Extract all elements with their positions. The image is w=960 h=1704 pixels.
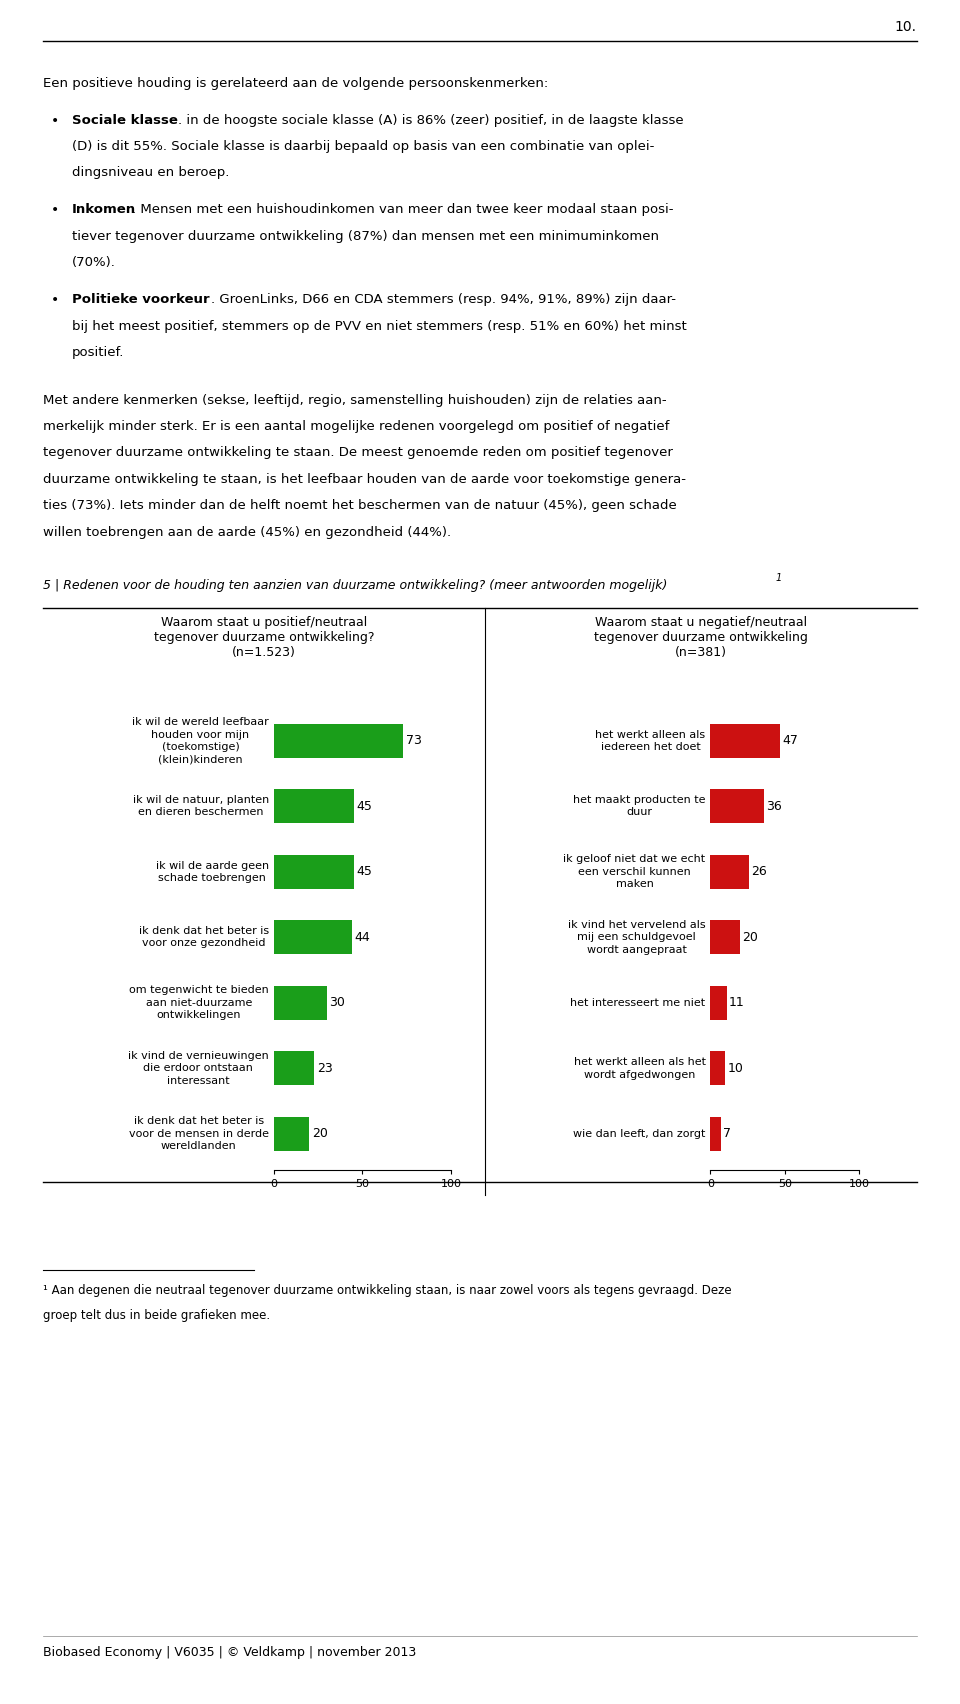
Text: •: • bbox=[51, 203, 60, 218]
Text: 23: 23 bbox=[317, 1062, 333, 1075]
Text: •: • bbox=[51, 114, 60, 128]
Text: Waarom staat u positief/neutraal
tegenover duurzame ontwikkeling?
(n=1.523): Waarom staat u positief/neutraal tegenov… bbox=[154, 617, 374, 659]
Text: 10.: 10. bbox=[895, 20, 917, 34]
Text: 26: 26 bbox=[752, 866, 767, 878]
Text: Een positieve houding is gerelateerd aan de volgende persoonskenmerken:: Een positieve houding is gerelateerd aan… bbox=[43, 77, 548, 90]
Bar bbox=[710, 987, 727, 1019]
Text: 1: 1 bbox=[776, 573, 782, 583]
Bar bbox=[274, 1116, 309, 1150]
Text: Inkomen: Inkomen bbox=[72, 203, 136, 216]
Text: 11: 11 bbox=[729, 997, 745, 1009]
Text: 44: 44 bbox=[354, 930, 371, 944]
Bar bbox=[274, 855, 353, 889]
Text: . Mensen met een huishoudinkomen van meer dan twee keer modaal staan posi-: . Mensen met een huishoudinkomen van mee… bbox=[132, 203, 674, 216]
Text: het werkt alleen als
iedereen het doet: het werkt alleen als iedereen het doet bbox=[595, 729, 706, 751]
Text: ties (73%). Iets minder dan de helft noemt het beschermen van de natuur (45%), g: ties (73%). Iets minder dan de helft noe… bbox=[43, 499, 677, 513]
Text: Politieke voorkeur: Politieke voorkeur bbox=[72, 293, 209, 307]
Text: ik vind het vervelend als
mij een schuldgevoel
wordt aangepraat: ik vind het vervelend als mij een schuld… bbox=[568, 920, 706, 954]
Text: duurzame ontwikkeling te staan, is het leefbaar houden van de aarde voor toekoms: duurzame ontwikkeling te staan, is het l… bbox=[43, 472, 686, 486]
Text: het interesseert me niet: het interesseert me niet bbox=[570, 999, 706, 1007]
Text: 45: 45 bbox=[356, 799, 372, 813]
Text: om tegenwicht te bieden
aan niet-duurzame
ontwikkelingen: om tegenwicht te bieden aan niet-duurzam… bbox=[129, 985, 269, 1021]
Text: 5 | Redenen voor de houding ten aanzien van duurzame ontwikkeling? (meer antwoor: 5 | Redenen voor de houding ten aanzien … bbox=[43, 578, 667, 591]
Bar bbox=[274, 920, 351, 954]
Text: Met andere kenmerken (sekse, leeftijd, regio, samenstelling huishouden) zijn de : Met andere kenmerken (sekse, leeftijd, r… bbox=[43, 394, 667, 407]
Text: bij het meest positief, stemmers op de PVV en niet stemmers (resp. 51% en 60%) h: bij het meest positief, stemmers op de P… bbox=[72, 320, 686, 332]
Text: 45: 45 bbox=[356, 866, 372, 878]
Text: . in de hoogste sociale klasse (A) is 86% (zeer) positief, in de laagste klasse: . in de hoogste sociale klasse (A) is 86… bbox=[178, 114, 684, 126]
Text: merkelijk minder sterk. Er is een aantal mogelijke redenen voorgelegd om positie: merkelijk minder sterk. Er is een aantal… bbox=[43, 419, 669, 433]
Text: willen toebrengen aan de aarde (45%) en gezondheid (44%).: willen toebrengen aan de aarde (45%) en … bbox=[43, 525, 451, 538]
Text: 7: 7 bbox=[723, 1128, 732, 1140]
Text: Sociale klasse: Sociale klasse bbox=[72, 114, 178, 126]
Text: Biobased Economy | V6035 | © Veldkamp | november 2013: Biobased Economy | V6035 | © Veldkamp | … bbox=[43, 1646, 417, 1660]
Bar bbox=[710, 1116, 721, 1150]
Text: ik wil de natuur, planten
en dieren beschermen: ik wil de natuur, planten en dieren besc… bbox=[132, 796, 269, 818]
Bar bbox=[710, 920, 740, 954]
Bar bbox=[274, 724, 403, 758]
Text: 30: 30 bbox=[329, 997, 346, 1009]
Bar bbox=[274, 987, 326, 1019]
Text: het maakt producten te
duur: het maakt producten te duur bbox=[573, 796, 706, 818]
Text: ik geloof niet dat we echt
een verschil kunnen
maken: ik geloof niet dat we echt een verschil … bbox=[564, 854, 706, 889]
Text: tiever tegenover duurzame ontwikkeling (87%) dan mensen met een minimuminkomen: tiever tegenover duurzame ontwikkeling (… bbox=[72, 230, 659, 244]
Text: 36: 36 bbox=[766, 799, 782, 813]
Bar bbox=[710, 855, 749, 889]
Text: wie dan leeft, dan zorgt: wie dan leeft, dan zorgt bbox=[573, 1128, 706, 1138]
Text: groep telt dus in beide grafieken mee.: groep telt dus in beide grafieken mee. bbox=[43, 1309, 271, 1322]
Text: (D) is dit 55%. Sociale klasse is daarbij bepaald op basis van een combinatie va: (D) is dit 55%. Sociale klasse is daarbi… bbox=[72, 140, 655, 153]
Text: 20: 20 bbox=[742, 930, 758, 944]
Text: •: • bbox=[51, 293, 60, 307]
Bar bbox=[710, 1051, 726, 1085]
Text: 47: 47 bbox=[782, 734, 799, 748]
Bar bbox=[274, 789, 353, 823]
Text: ik denk dat het beter is
voor onze gezondheid: ik denk dat het beter is voor onze gezon… bbox=[138, 925, 269, 949]
Bar bbox=[710, 724, 780, 758]
Text: ik denk dat het beter is
voor de mensen in derde
wereldlanden: ik denk dat het beter is voor de mensen … bbox=[129, 1116, 269, 1152]
Text: positief.: positief. bbox=[72, 346, 125, 360]
Text: Waarom staat u negatief/neutraal
tegenover duurzame ontwikkeling
(n=381): Waarom staat u negatief/neutraal tegenov… bbox=[594, 617, 807, 659]
Text: ik wil de aarde geen
schade toebrengen: ik wil de aarde geen schade toebrengen bbox=[156, 861, 269, 883]
Text: dingsniveau en beroep.: dingsniveau en beroep. bbox=[72, 167, 229, 179]
Bar bbox=[710, 789, 764, 823]
Text: ik wil de wereld leefbaar
houden voor mijn
(toekomstige)
(klein)kinderen: ik wil de wereld leefbaar houden voor mi… bbox=[132, 717, 269, 765]
Text: ik vind de vernieuwingen
die erdoor ontstaan
interessant: ik vind de vernieuwingen die erdoor onts… bbox=[128, 1051, 269, 1085]
Text: ¹ Aan degenen die neutraal tegenover duurzame ontwikkeling staan, is naar zowel : ¹ Aan degenen die neutraal tegenover duu… bbox=[43, 1285, 732, 1297]
Text: 10: 10 bbox=[728, 1062, 743, 1075]
Text: 73: 73 bbox=[406, 734, 421, 748]
Text: 20: 20 bbox=[312, 1128, 327, 1140]
Text: . GroenLinks, D66 en CDA stemmers (resp. 94%, 91%, 89%) zijn daar-: . GroenLinks, D66 en CDA stemmers (resp.… bbox=[211, 293, 676, 307]
Bar bbox=[274, 1051, 315, 1085]
Text: (70%).: (70%). bbox=[72, 256, 116, 269]
Text: het werkt alleen als het
wordt afgedwongen: het werkt alleen als het wordt afgedwong… bbox=[574, 1056, 706, 1080]
Text: tegenover duurzame ontwikkeling te staan. De meest genoemde reden om positief te: tegenover duurzame ontwikkeling te staan… bbox=[43, 446, 673, 460]
